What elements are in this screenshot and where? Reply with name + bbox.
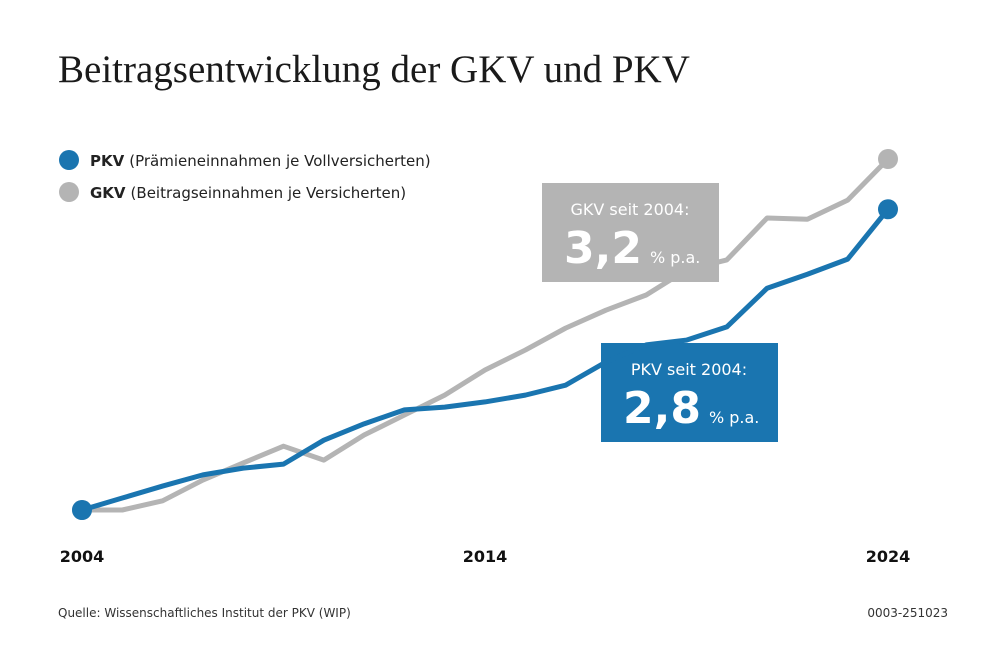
- legend-marker: [59, 182, 79, 202]
- annotation-value-line: 2,8 % p.a.: [623, 383, 759, 434]
- annotation-value: 2,8: [623, 383, 701, 434]
- x-tick-label: 2004: [60, 547, 105, 566]
- annotation-box: [601, 343, 778, 442]
- x-tick-label: 2024: [866, 547, 911, 566]
- chart-title: Beitragsentwicklung der GKV und PKV: [58, 48, 690, 91]
- annotation-heading: PKV seit 2004:: [631, 360, 747, 379]
- source: Quelle: Wissenschaftliches Institut der …: [58, 606, 351, 620]
- legend-entry: GKV (Beitragseinnahmen je Versicherten): [90, 184, 406, 202]
- annotation-unit: % p.a.: [650, 248, 700, 267]
- annotation-value-line: 3,2 % p.a.: [564, 223, 700, 274]
- series-line: [81, 207, 890, 513]
- annotation-heading: GKV seit 2004:: [570, 200, 689, 219]
- legend-name: GKV: [90, 184, 126, 202]
- legend-entry: PKV (Prämieneinnahmen je Vollversicherten…: [90, 152, 431, 170]
- legend-description: (Beitragseinnahmen je Versicherten): [131, 184, 407, 202]
- x-tick-label: 2014: [463, 547, 508, 566]
- legend-name: PKV: [90, 152, 125, 170]
- endpoint-marker: [878, 199, 898, 220]
- endpoint-marker: [72, 500, 92, 520]
- annotation-value: 3,2: [564, 223, 642, 274]
- legend-description: (Prämieneinnahmen je Vollversicherten): [129, 152, 430, 170]
- code: 0003-251023: [867, 606, 948, 620]
- endpoint-marker: [878, 149, 898, 169]
- series-line: [82, 157, 890, 513]
- legend-marker: [59, 150, 79, 170]
- annotation-box: [542, 183, 719, 282]
- annotation-unit: % p.a.: [709, 408, 759, 427]
